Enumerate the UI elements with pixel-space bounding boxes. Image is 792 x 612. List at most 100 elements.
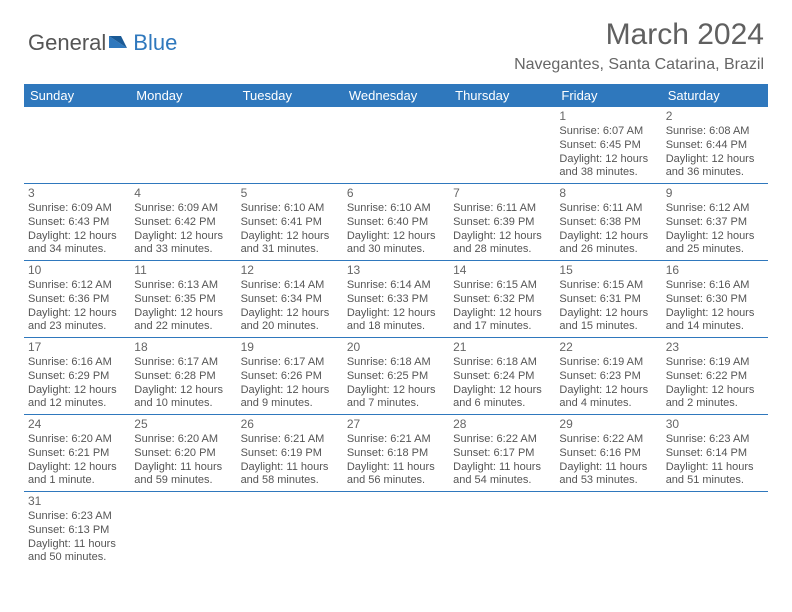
sunrise-text: Sunrise: 6:22 AM [559, 433, 657, 447]
sunset-text: Sunset: 6:34 PM [241, 293, 339, 307]
empty-cell [343, 492, 449, 568]
day-number: 30 [666, 417, 764, 432]
day-number: 29 [559, 417, 657, 432]
daylight-text: Daylight: 12 hours and 26 minutes. [559, 230, 657, 258]
daylight-text: Daylight: 12 hours and 6 minutes. [453, 384, 551, 412]
empty-cell [449, 107, 555, 183]
logo: General Blue [28, 18, 177, 56]
day-number: 9 [666, 186, 764, 201]
day-cell: 22Sunrise: 6:19 AMSunset: 6:23 PMDayligh… [555, 338, 661, 414]
empty-cell [237, 107, 343, 183]
sunset-text: Sunset: 6:44 PM [666, 139, 764, 153]
day-cell: 9Sunrise: 6:12 AMSunset: 6:37 PMDaylight… [662, 184, 768, 260]
day-number: 22 [559, 340, 657, 355]
day-number: 27 [347, 417, 445, 432]
sunrise-text: Sunrise: 6:09 AM [28, 202, 126, 216]
logo-text-general: General [28, 30, 106, 56]
sunrise-text: Sunrise: 6:11 AM [559, 202, 657, 216]
day-number: 6 [347, 186, 445, 201]
sunset-text: Sunset: 6:29 PM [28, 370, 126, 384]
sunrise-text: Sunrise: 6:17 AM [241, 356, 339, 370]
sunset-text: Sunset: 6:26 PM [241, 370, 339, 384]
sunrise-text: Sunrise: 6:12 AM [28, 279, 126, 293]
sunrise-text: Sunrise: 6:11 AM [453, 202, 551, 216]
week-row: 31Sunrise: 6:23 AMSunset: 6:13 PMDayligh… [24, 492, 768, 568]
flag-icon [109, 34, 131, 55]
logo-text-blue: Blue [133, 30, 177, 56]
sunset-text: Sunset: 6:17 PM [453, 447, 551, 461]
sunset-text: Sunset: 6:31 PM [559, 293, 657, 307]
daylight-text: Daylight: 11 hours and 59 minutes. [134, 461, 232, 489]
day-cell: 15Sunrise: 6:15 AMSunset: 6:31 PMDayligh… [555, 261, 661, 337]
day-number: 18 [134, 340, 232, 355]
sunrise-text: Sunrise: 6:18 AM [347, 356, 445, 370]
sunset-text: Sunset: 6:23 PM [559, 370, 657, 384]
day-cell: 14Sunrise: 6:15 AMSunset: 6:32 PMDayligh… [449, 261, 555, 337]
sunrise-text: Sunrise: 6:18 AM [453, 356, 551, 370]
daylight-text: Daylight: 11 hours and 54 minutes. [453, 461, 551, 489]
day-cell: 18Sunrise: 6:17 AMSunset: 6:28 PMDayligh… [130, 338, 236, 414]
day-number: 31 [28, 494, 126, 509]
header: General Blue March 2024 Navegantes, Sant… [0, 0, 792, 80]
day-number: 5 [241, 186, 339, 201]
daylight-text: Daylight: 11 hours and 53 minutes. [559, 461, 657, 489]
weekday-header: Wednesday [343, 84, 449, 107]
day-cell: 17Sunrise: 6:16 AMSunset: 6:29 PMDayligh… [24, 338, 130, 414]
sunrise-text: Sunrise: 6:13 AM [134, 279, 232, 293]
day-number: 19 [241, 340, 339, 355]
sunrise-text: Sunrise: 6:23 AM [28, 510, 126, 524]
day-number: 7 [453, 186, 551, 201]
day-cell: 6Sunrise: 6:10 AMSunset: 6:40 PMDaylight… [343, 184, 449, 260]
day-cell: 29Sunrise: 6:22 AMSunset: 6:16 PMDayligh… [555, 415, 661, 491]
sunrise-text: Sunrise: 6:09 AM [134, 202, 232, 216]
daylight-text: Daylight: 12 hours and 25 minutes. [666, 230, 764, 258]
empty-cell [130, 107, 236, 183]
day-cell: 13Sunrise: 6:14 AMSunset: 6:33 PMDayligh… [343, 261, 449, 337]
day-number: 16 [666, 263, 764, 278]
daylight-text: Daylight: 12 hours and 4 minutes. [559, 384, 657, 412]
empty-cell [343, 107, 449, 183]
sunset-text: Sunset: 6:42 PM [134, 216, 232, 230]
day-cell: 8Sunrise: 6:11 AMSunset: 6:38 PMDaylight… [555, 184, 661, 260]
daylight-text: Daylight: 12 hours and 17 minutes. [453, 307, 551, 335]
sunset-text: Sunset: 6:14 PM [666, 447, 764, 461]
day-cell: 16Sunrise: 6:16 AMSunset: 6:30 PMDayligh… [662, 261, 768, 337]
empty-cell [24, 107, 130, 183]
sunrise-text: Sunrise: 6:10 AM [347, 202, 445, 216]
sunset-text: Sunset: 6:13 PM [28, 524, 126, 538]
sunset-text: Sunset: 6:41 PM [241, 216, 339, 230]
weekday-header-row: Sunday Monday Tuesday Wednesday Thursday… [24, 84, 768, 107]
daylight-text: Daylight: 12 hours and 2 minutes. [666, 384, 764, 412]
day-number: 23 [666, 340, 764, 355]
location-subtitle: Navegantes, Santa Catarina, Brazil [514, 56, 764, 74]
daylight-text: Daylight: 11 hours and 50 minutes. [28, 538, 126, 566]
sunset-text: Sunset: 6:20 PM [134, 447, 232, 461]
daylight-text: Daylight: 12 hours and 33 minutes. [134, 230, 232, 258]
day-number: 26 [241, 417, 339, 432]
day-number: 15 [559, 263, 657, 278]
weekday-header: Thursday [449, 84, 555, 107]
weekday-header: Sunday [24, 84, 130, 107]
sunset-text: Sunset: 6:39 PM [453, 216, 551, 230]
daylight-text: Daylight: 12 hours and 15 minutes. [559, 307, 657, 335]
sunset-text: Sunset: 6:30 PM [666, 293, 764, 307]
day-number: 11 [134, 263, 232, 278]
day-cell: 31Sunrise: 6:23 AMSunset: 6:13 PMDayligh… [24, 492, 130, 568]
sunset-text: Sunset: 6:45 PM [559, 139, 657, 153]
daylight-text: Daylight: 12 hours and 34 minutes. [28, 230, 126, 258]
sunset-text: Sunset: 6:22 PM [666, 370, 764, 384]
day-number: 3 [28, 186, 126, 201]
sunset-text: Sunset: 6:16 PM [559, 447, 657, 461]
weekday-header: Friday [555, 84, 661, 107]
daylight-text: Daylight: 12 hours and 28 minutes. [453, 230, 551, 258]
empty-cell [555, 492, 661, 568]
day-number: 17 [28, 340, 126, 355]
daylight-text: Daylight: 12 hours and 18 minutes. [347, 307, 445, 335]
day-number: 10 [28, 263, 126, 278]
sunset-text: Sunset: 6:43 PM [28, 216, 126, 230]
daylight-text: Daylight: 12 hours and 23 minutes. [28, 307, 126, 335]
day-cell: 30Sunrise: 6:23 AMSunset: 6:14 PMDayligh… [662, 415, 768, 491]
daylight-text: Daylight: 12 hours and 7 minutes. [347, 384, 445, 412]
sunset-text: Sunset: 6:36 PM [28, 293, 126, 307]
weekday-header: Monday [130, 84, 236, 107]
